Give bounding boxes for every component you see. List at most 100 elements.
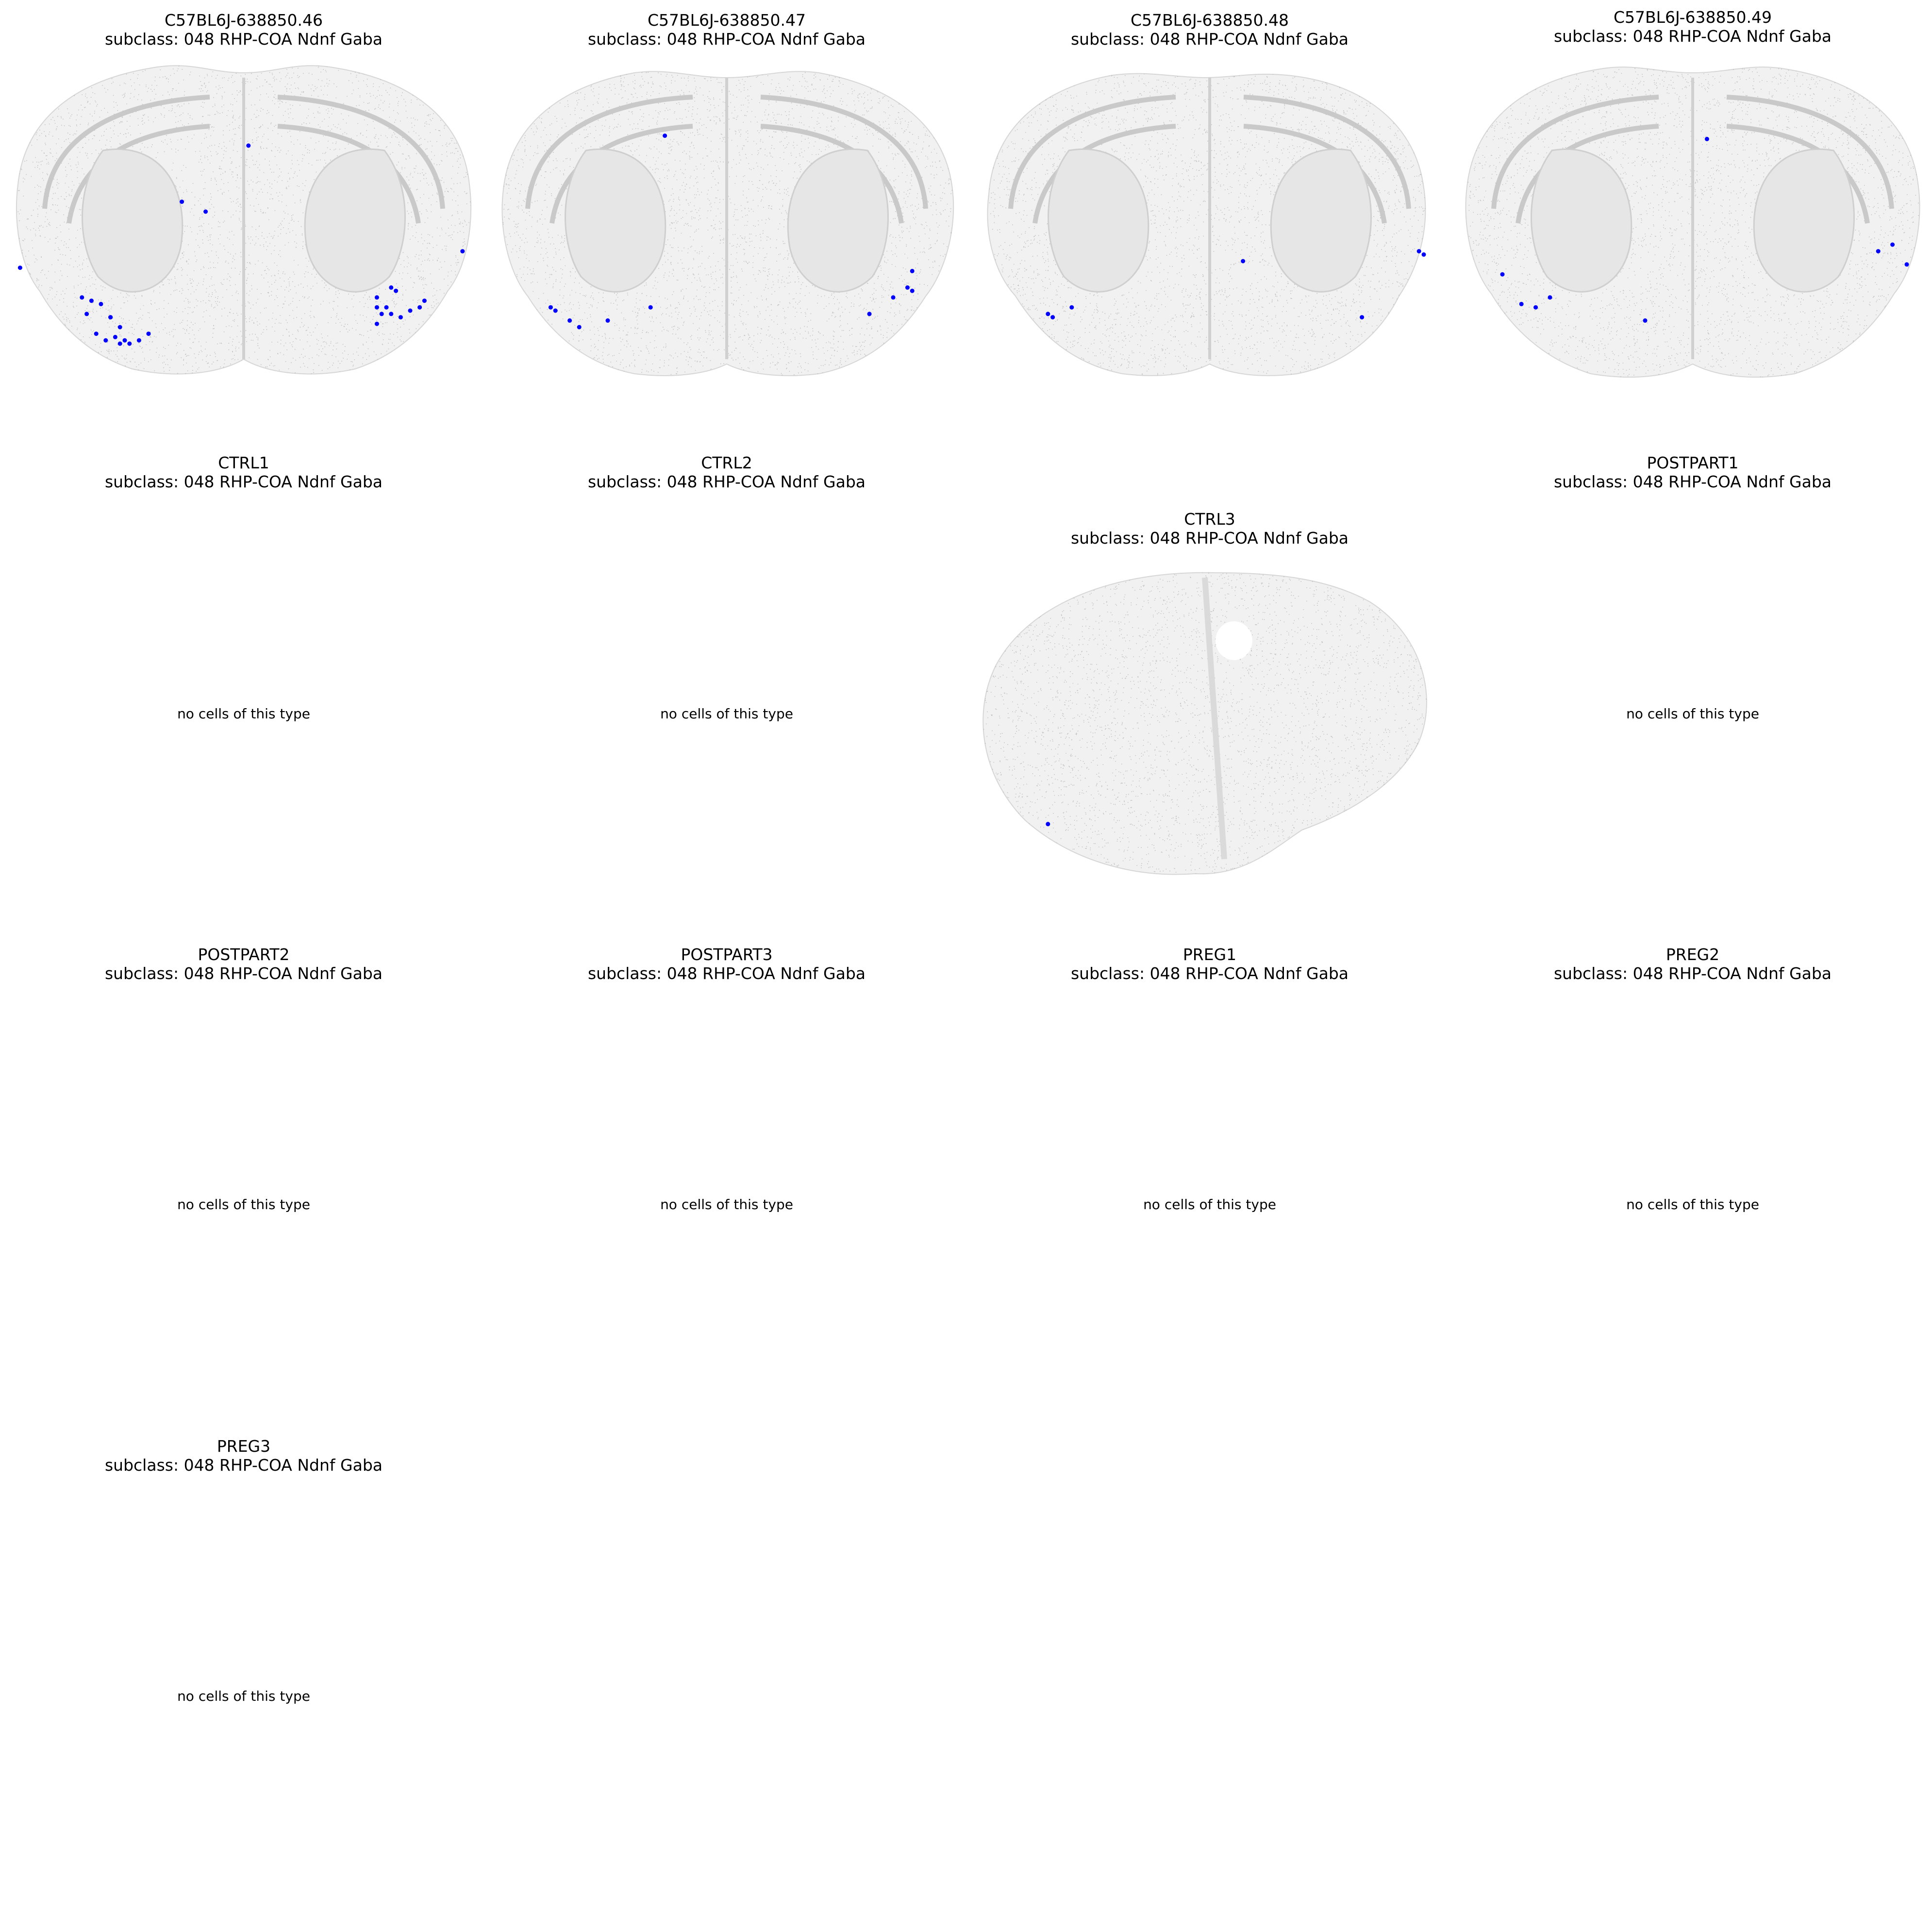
background-cells: [983, 572, 1427, 875]
panel-c57bl6j-638850-48: C57BL6J-638850.48 subclass: 048 RHP-COA N…: [972, 0, 1448, 485]
no-cells-message: no cells of this type: [177, 1688, 310, 1704]
no-cells-message: no cells of this type: [177, 706, 310, 722]
panel-ctrl1: CTRL1 subclass: 048 RHP-COA Ndnf Gaba no …: [6, 451, 482, 927]
panel-title: CTRL1 subclass: 048 RHP-COA Ndnf Gaba: [104, 453, 383, 491]
highlighted-cell: [417, 305, 422, 310]
highlighted-cell: [422, 299, 427, 303]
highlighted-cell: [1046, 312, 1050, 316]
panel-title: C57BL6J-638850.49 subclass: 048 RHP-COA N…: [1553, 8, 1832, 46]
highlighted-cell: [374, 321, 379, 326]
highlighted-cell: [1704, 136, 1709, 141]
highlighted-cell: [460, 249, 465, 254]
highlighted-cell: [127, 341, 132, 346]
highlighted-cell: [136, 338, 141, 343]
highlighted-cell: [1050, 315, 1055, 320]
background-cells: [1466, 67, 1920, 378]
highlighted-cell: [113, 334, 117, 339]
panel-postpart3: POSTPART3 subclass: 048 RHP-COA Ndnf Gaba…: [489, 943, 965, 1419]
brain-section-plot: [987, 73, 1426, 376]
panel-c57bl6j-638850-46: C57BL6J-638850.46 subclass: 048 RHP-COA N…: [6, 0, 482, 485]
panel-title: C57BL6J-638850.48 subclass: 048 RHP-COA N…: [1070, 11, 1349, 49]
highlighted-cell: [1046, 822, 1050, 827]
panel-preg3: PREG3 subclass: 048 RHP-COA Ndnf Gaba no …: [6, 1435, 482, 1910]
no-cells-message: no cells of this type: [660, 1196, 793, 1212]
highlighted-cell: [1643, 318, 1648, 323]
highlighted-cell: [389, 312, 394, 316]
panel-preg1: PREG1 subclass: 048 RHP-COA Ndnf Gaba no …: [972, 943, 1448, 1419]
highlighted-cell: [1876, 249, 1881, 254]
highlighted-cell: [1500, 272, 1505, 277]
highlighted-cell: [910, 268, 915, 273]
background-cells: [502, 71, 954, 376]
highlighted-cell: [394, 288, 399, 293]
brain-section-plot: [983, 572, 1427, 875]
highlighted-cell: [905, 285, 910, 290]
highlighted-cell: [1890, 242, 1895, 247]
panel-title: PREG2 subclass: 048 RHP-COA Ndnf Gaba: [1553, 945, 1832, 983]
no-cells-message: no cells of this type: [660, 706, 793, 722]
highlighted-cell: [1519, 301, 1524, 306]
no-cells-message: no cells of this type: [177, 1196, 310, 1212]
panel-postpart1: POSTPART1 subclass: 048 RHP-COA Ndnf Gaba…: [1455, 451, 1931, 927]
panel-ctrl3: CTRL3 subclass: 048 RHP-COA Ndnf Gaba: [972, 451, 1448, 927]
highlighted-cell: [384, 305, 389, 310]
highlighted-cell: [891, 295, 896, 300]
highlighted-cell: [94, 332, 99, 336]
no-cells-message: no cells of this type: [1143, 1196, 1276, 1212]
highlighted-cell: [203, 209, 208, 214]
highlighted-cell: [117, 341, 122, 346]
highlighted-cell: [1241, 259, 1246, 264]
brain-section-plot: [1465, 66, 1920, 378]
highlighted-cell: [80, 295, 84, 300]
no-cells-message: no cells of this type: [1626, 1196, 1759, 1212]
highlighted-cell: [567, 318, 572, 323]
panel-ctrl2: CTRL2 subclass: 048 RHP-COA Ndnf Gaba no …: [489, 451, 965, 927]
panel-title: PREG1 subclass: 048 RHP-COA Ndnf Gaba: [1070, 945, 1349, 983]
highlighted-cell: [548, 305, 553, 310]
panel-title: POSTPART2 subclass: 048 RHP-COA Ndnf Gaba: [104, 945, 383, 983]
highlighted-cell: [146, 332, 151, 336]
highlighted-cell: [1904, 262, 1909, 267]
highlighted-cell: [1421, 252, 1426, 257]
highlighted-cell: [648, 305, 653, 310]
highlighted-cell: [246, 143, 251, 148]
highlighted-cell: [1360, 315, 1365, 320]
highlighted-cell: [374, 305, 379, 310]
panel-c57bl6j-638850-49: C57BL6J-638850.49 subclass: 048 RHP-COA N…: [1455, 0, 1931, 485]
panel-preg2: PREG2 subclass: 048 RHP-COA Ndnf Gaba no …: [1455, 943, 1931, 1419]
brain-section-plot: [16, 65, 471, 375]
highlighted-cell: [408, 308, 413, 313]
highlighted-cell: [103, 338, 108, 343]
panel-title: CTRL2 subclass: 048 RHP-COA Ndnf Gaba: [587, 453, 866, 491]
background-cells: [987, 73, 1426, 376]
highlighted-cell: [84, 312, 89, 316]
panel-title: C57BL6J-638850.47 subclass: 048 RHP-COA N…: [587, 11, 866, 49]
panel-title: C57BL6J-638850.46 subclass: 048 RHP-COA N…: [104, 11, 383, 49]
highlighted-cell: [1533, 305, 1538, 310]
highlighted-cell: [1548, 295, 1552, 300]
highlighted-cell: [1069, 305, 1074, 310]
highlighted-cell: [180, 199, 184, 204]
highlighted-cell: [117, 325, 122, 330]
highlighted-cell: [108, 315, 113, 320]
highlighted-cell: [122, 338, 127, 343]
highlighted-cell: [910, 288, 915, 293]
highlighted-cell: [99, 301, 103, 306]
highlighted-cell: [1416, 249, 1421, 254]
panel-title: CTRL3 subclass: 048 RHP-COA Ndnf Gaba: [1070, 510, 1349, 548]
background-cells: [17, 66, 471, 374]
panel-c57bl6j-638850-47: C57BL6J-638850.47 subclass: 048 RHP-COA N…: [489, 0, 965, 485]
highlighted-cell: [389, 285, 394, 290]
highlighted-cell: [605, 318, 610, 323]
brain-section-plot: [501, 71, 954, 376]
highlighted-cell: [17, 266, 22, 270]
highlighted-cell: [398, 315, 403, 320]
highlighted-cell: [89, 299, 94, 303]
highlighted-cell: [663, 133, 667, 138]
highlighted-cell: [867, 312, 872, 316]
highlighted-cell: [553, 308, 558, 313]
panel-title: PREG3 subclass: 048 RHP-COA Ndnf Gaba: [104, 1437, 383, 1475]
highlighted-cell: [379, 312, 384, 316]
highlighted-cell: [577, 325, 582, 330]
panel-title: POSTPART1 subclass: 048 RHP-COA Ndnf Gaba: [1553, 453, 1832, 491]
